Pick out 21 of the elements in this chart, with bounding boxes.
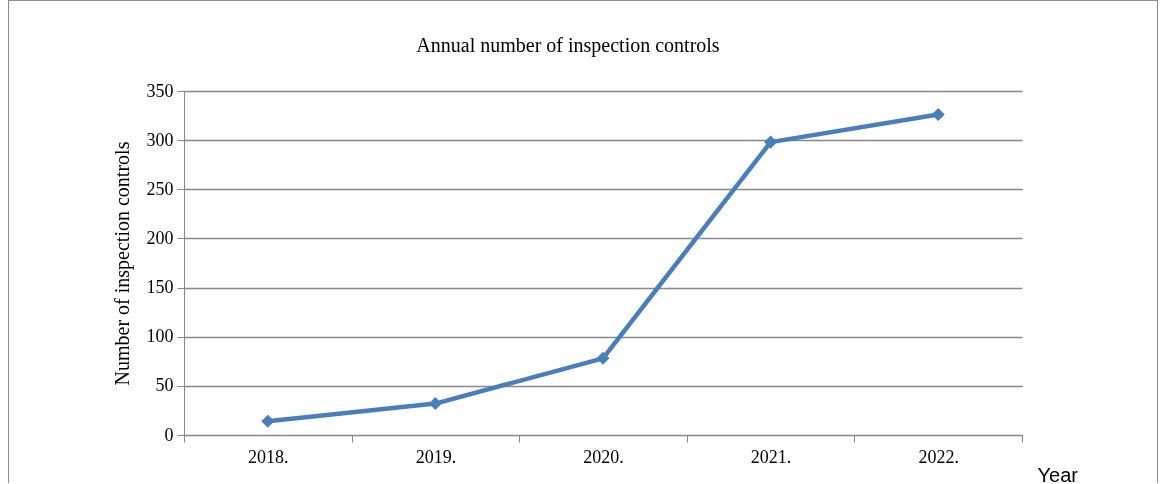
point — [931, 108, 945, 122]
y-tick-label: 100 — [146, 326, 174, 347]
y-tick-label: 0 — [164, 424, 174, 445]
y-tick-label: 150 — [146, 277, 174, 298]
x-tick-label: 2020. — [583, 446, 624, 467]
point — [261, 414, 275, 428]
x-axis-title: Year — [1037, 463, 1079, 484]
x-tick-label: 2021. — [750, 446, 792, 467]
y-tick-label: 200 — [146, 227, 174, 248]
y-tick-label: 350 — [146, 80, 174, 101]
point — [764, 135, 778, 149]
y-axis-title: Number of inspection controls — [110, 141, 134, 386]
x-tick-label: 2019. — [415, 446, 457, 467]
chart-title: Annual number of inspection controls — [416, 34, 720, 57]
point — [596, 351, 610, 365]
point — [428, 397, 442, 411]
y-tick-label: 50 — [155, 375, 174, 396]
y-tick-label: 300 — [146, 129, 174, 150]
x-tick-label: 2022. — [918, 446, 959, 467]
x-tick-label: 2018. — [248, 446, 289, 467]
y-tick-label: 250 — [146, 178, 174, 199]
